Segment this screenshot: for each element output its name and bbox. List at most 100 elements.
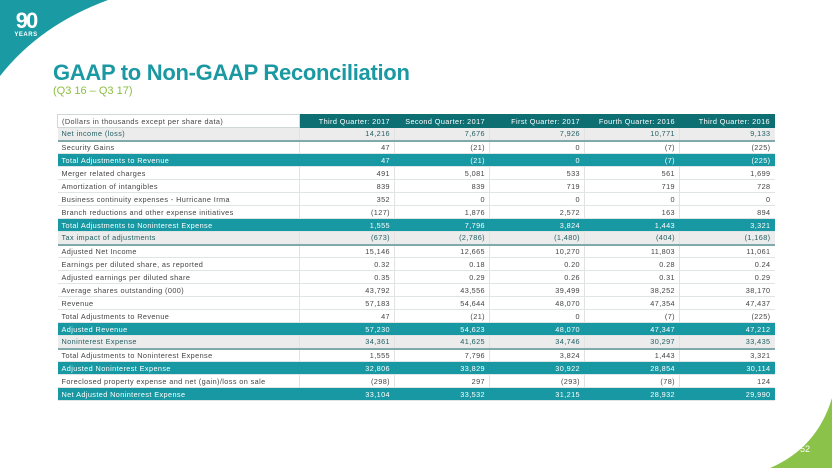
value-cell: 0 bbox=[489, 140, 585, 154]
bottom-swoosh bbox=[770, 398, 832, 468]
row-label: (Dollars in thousands except per share d… bbox=[57, 114, 300, 128]
value-cell: 11,803 bbox=[584, 244, 680, 258]
value-cell: 124 bbox=[679, 374, 775, 388]
row-label: Total Adjustments to Noninterest Expense bbox=[57, 218, 300, 232]
value-cell: 894 bbox=[679, 205, 775, 219]
value-cell: (7) bbox=[584, 140, 680, 154]
table-row: Total Adjustments to Revenue 47 (21) 0 (7) (2… bbox=[57, 309, 775, 323]
value-cell: 28,932 bbox=[584, 387, 680, 401]
value-cell: (298) bbox=[299, 374, 395, 388]
logo-text: YEARS bbox=[14, 32, 38, 38]
row-label: Branch reductions and other expense init… bbox=[57, 205, 300, 219]
row-label: Amortization of intangibles bbox=[57, 179, 300, 193]
value-cell: 0.32 bbox=[299, 257, 395, 271]
row-label: Business continuity expenses - Hurricane… bbox=[57, 192, 300, 206]
value-cell: Third Quarter: 2016 bbox=[679, 114, 775, 128]
table-row: Adjusted Revenue 57,230 54,623 48,070 47,347… bbox=[57, 322, 775, 336]
table-row: Total Adjustments to Revenue 47 (21) 0 (7) (2… bbox=[57, 153, 775, 167]
value-cell: 39,499 bbox=[489, 283, 585, 297]
page-number: 52 bbox=[799, 444, 810, 454]
value-cell: 47 bbox=[299, 309, 395, 323]
value-cell: 32,806 bbox=[299, 361, 395, 375]
value-cell: Third Quarter: 2017 bbox=[299, 114, 395, 128]
row-label: Adjusted Net Income bbox=[57, 244, 300, 258]
value-cell: (225) bbox=[679, 140, 775, 154]
table-row: Adjusted earnings per diluted share 0.35 0… bbox=[57, 270, 775, 284]
value-cell: 47 bbox=[299, 153, 395, 167]
value-cell: 719 bbox=[489, 179, 585, 193]
value-cell: 1,443 bbox=[584, 348, 680, 362]
value-cell: 57,183 bbox=[299, 296, 395, 310]
table-row: Foreclosed property expense and net (gai… bbox=[57, 374, 775, 388]
value-cell: 48,070 bbox=[489, 296, 585, 310]
row-label: Noninterest Expense bbox=[57, 335, 300, 350]
value-cell: 34,746 bbox=[489, 335, 585, 350]
row-label: Net income (loss) bbox=[57, 127, 300, 142]
value-cell: Fourth Quarter: 2016 bbox=[584, 114, 680, 128]
table-row: Revenue 57,183 54,644 48,070 47,354 47,437 bbox=[57, 296, 775, 310]
value-cell: 0.35 bbox=[299, 270, 395, 284]
value-cell: (1,480) bbox=[489, 231, 585, 246]
row-label: Adjusted Revenue bbox=[57, 322, 300, 336]
value-cell: 47,347 bbox=[584, 322, 680, 336]
value-cell: (673) bbox=[299, 231, 395, 246]
value-cell: 10,771 bbox=[584, 127, 680, 142]
value-cell: 7,676 bbox=[394, 127, 490, 142]
value-cell: 54,644 bbox=[394, 296, 490, 310]
value-cell: 0 bbox=[679, 192, 775, 206]
table-row: Merger related charges 491 5,081 533 561 1,69… bbox=[57, 166, 775, 180]
row-label: Total Adjustments to Noninterest Expense bbox=[57, 348, 300, 362]
value-cell: 0.28 bbox=[584, 257, 680, 271]
value-cell: 352 bbox=[299, 192, 395, 206]
value-cell: 29,990 bbox=[679, 387, 775, 401]
table-row: Earnings per diluted share, as reported 0… bbox=[57, 257, 775, 271]
value-cell: 297 bbox=[394, 374, 490, 388]
value-cell: 47,354 bbox=[584, 296, 680, 310]
value-cell: 15,146 bbox=[299, 244, 395, 258]
value-cell: (7) bbox=[584, 309, 680, 323]
table-row: Total Adjustments to Noninterest Expense… bbox=[57, 218, 775, 232]
value-cell: 31,215 bbox=[489, 387, 585, 401]
row-label: Earnings per diluted share, as reported bbox=[57, 257, 300, 271]
value-cell: 3,824 bbox=[489, 348, 585, 362]
value-cell: 2,572 bbox=[489, 205, 585, 219]
value-cell: 43,556 bbox=[394, 283, 490, 297]
row-label: Merger related charges bbox=[57, 166, 300, 180]
value-cell: Second Quarter: 2017 bbox=[394, 114, 490, 128]
table-row: Adjusted Net Income 15,146 12,665 10,270 11,… bbox=[57, 244, 775, 258]
value-cell: 1,876 bbox=[394, 205, 490, 219]
value-cell: 3,321 bbox=[679, 348, 775, 362]
value-cell: 47,212 bbox=[679, 322, 775, 336]
table-row: Average shares outstanding (000) 43,792 43… bbox=[57, 283, 775, 297]
value-cell: First Quarter: 2017 bbox=[489, 114, 585, 128]
value-cell: 33,532 bbox=[394, 387, 490, 401]
logo-number: 90 bbox=[15, 8, 38, 33]
row-label: Average shares outstanding (000) bbox=[57, 283, 300, 297]
value-cell: 0.24 bbox=[679, 257, 775, 271]
table-header: (Dollars in thousands except per share d… bbox=[57, 114, 775, 128]
value-cell: 38,170 bbox=[679, 283, 775, 297]
value-cell: (404) bbox=[584, 231, 680, 246]
value-cell: 41,625 bbox=[394, 335, 490, 350]
value-cell: 12,665 bbox=[394, 244, 490, 258]
value-cell: 0.31 bbox=[584, 270, 680, 284]
value-cell: 839 bbox=[394, 179, 490, 193]
value-cell: 0 bbox=[394, 192, 490, 206]
row-label: Tax impact of adjustments bbox=[57, 231, 300, 246]
value-cell: 7,796 bbox=[394, 218, 490, 232]
value-cell: 0.26 bbox=[489, 270, 585, 284]
table-row: Business continuity expenses - Hurricane… bbox=[57, 192, 775, 206]
value-cell: 719 bbox=[584, 179, 680, 193]
value-cell: 33,104 bbox=[299, 387, 395, 401]
page-subtitle: (Q3 16 – Q3 17) bbox=[53, 85, 133, 97]
table-row: Branch reductions and other expense init… bbox=[57, 205, 775, 219]
value-cell: 38,252 bbox=[584, 283, 680, 297]
value-cell: 0 bbox=[489, 192, 585, 206]
value-cell: 533 bbox=[489, 166, 585, 180]
value-cell: 57,230 bbox=[299, 322, 395, 336]
value-cell: 561 bbox=[584, 166, 680, 180]
value-cell: 43,792 bbox=[299, 283, 395, 297]
value-cell: 47,437 bbox=[679, 296, 775, 310]
value-cell: (21) bbox=[394, 140, 490, 154]
row-label: Security Gains bbox=[57, 140, 300, 154]
